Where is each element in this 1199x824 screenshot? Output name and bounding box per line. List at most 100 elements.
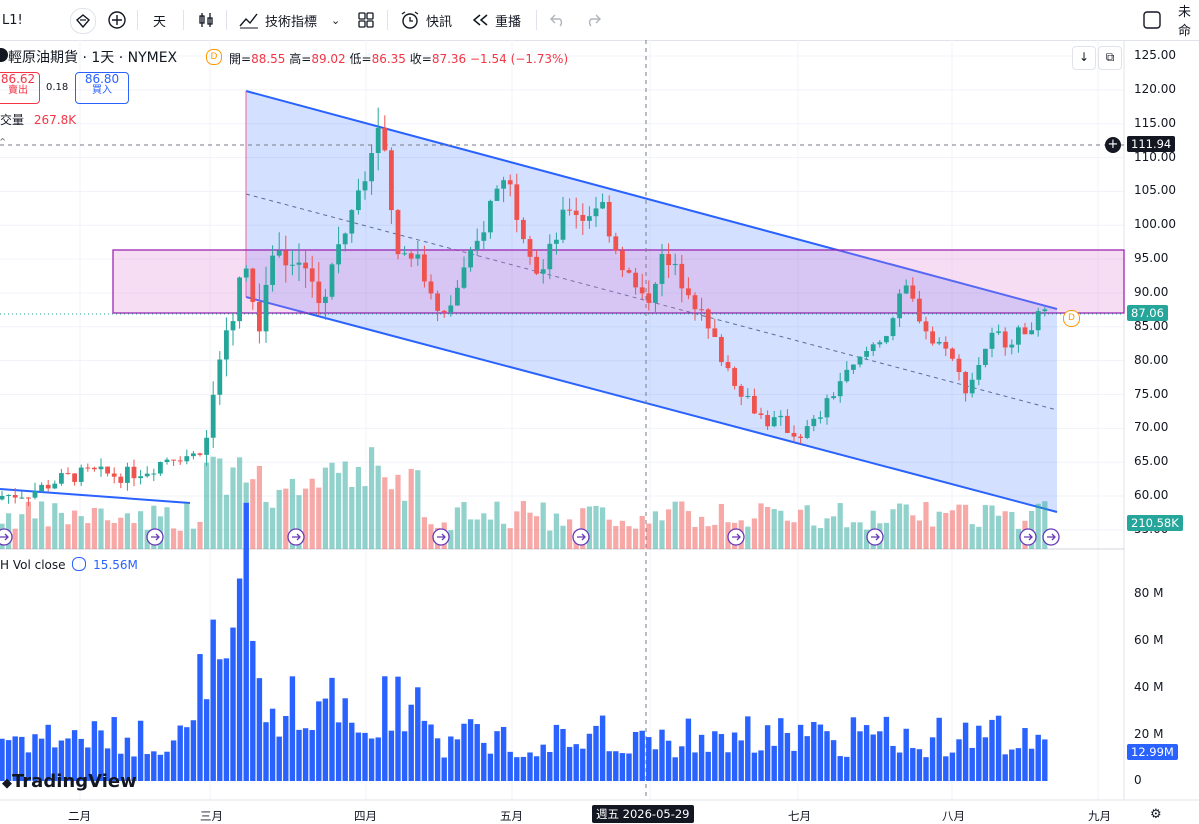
redo-button[interactable]	[585, 8, 601, 32]
open-label: 開=	[229, 52, 252, 66]
candle-body	[659, 254, 665, 284]
candle-body	[111, 473, 117, 477]
volume-bar	[844, 527, 850, 549]
volume-bar	[223, 494, 229, 549]
compare-button[interactable]	[107, 8, 127, 32]
dividend-marker[interactable]: D	[1063, 310, 1080, 327]
replay-label: 重播	[495, 14, 522, 30]
alert-label: 快訊	[426, 14, 453, 30]
chevron-down-icon: ⌄	[331, 13, 341, 27]
indicators-dropdown[interactable]: ⌄	[331, 8, 340, 32]
h-vol-bar	[157, 754, 164, 781]
candle-body	[270, 255, 275, 285]
volume-bar	[230, 467, 236, 549]
candle-body	[362, 181, 368, 191]
chart-grid	[0, 40, 1124, 800]
interval-button[interactable]: 天	[153, 8, 166, 32]
indicators-button[interactable]: 技術指標	[239, 8, 317, 32]
crosshair-date-tag: 週五 2026-05-29	[592, 805, 694, 823]
grid-icon	[358, 12, 374, 28]
h-vol-bar	[778, 718, 784, 781]
favorite-button[interactable]	[70, 8, 96, 34]
candle-body	[923, 321, 929, 332]
h-vol-bar	[0, 738, 5, 781]
h-vol-bar	[481, 742, 487, 781]
replay-button[interactable]: 重播	[471, 8, 521, 32]
candle-body	[356, 190, 361, 211]
candle-body	[725, 362, 731, 369]
candle-body	[45, 484, 51, 489]
channel-upper-line[interactable]	[245, 90, 1058, 310]
short-trendline[interactable]	[0, 488, 191, 504]
tradingview-logo[interactable]: ◆TradingView	[2, 771, 137, 792]
volume-bar	[25, 501, 31, 549]
candle-body	[316, 281, 322, 304]
undo-icon	[550, 14, 563, 27]
candle-body	[633, 272, 638, 288]
candle-body	[679, 263, 685, 289]
symbol-title[interactable]: 輕原油期貨 · 1天 · NYMEX	[8, 50, 178, 66]
volume-bar	[639, 515, 645, 549]
h-vol-bar	[758, 750, 764, 781]
candle-body	[705, 309, 711, 329]
layout-name[interactable]: 未命	[1178, 5, 1199, 39]
volume-bar	[468, 519, 474, 549]
low-value: 86.35	[371, 52, 406, 66]
candle-body	[184, 456, 190, 462]
candlestick-icon	[199, 13, 213, 27]
candle-body	[824, 398, 830, 418]
h-vol-bar	[448, 736, 454, 781]
symbol-search[interactable]: L1!	[2, 8, 23, 32]
candle-body	[224, 330, 229, 360]
scroll-down-button[interactable]: ↓	[1072, 46, 1096, 70]
h-vol-bar	[877, 731, 883, 781]
candle-body	[593, 208, 599, 217]
delayed-badge[interactable]: D	[206, 49, 222, 65]
change-value: −1.54 (−1.73%)	[470, 52, 569, 66]
arrow-right-icon	[732, 533, 741, 541]
volume-bar	[553, 513, 559, 549]
h-vol-bar	[929, 737, 936, 781]
h-vol-bar	[368, 738, 375, 781]
alert-button[interactable]: 快訊	[400, 8, 452, 32]
layout-checkbox[interactable]	[1143, 8, 1161, 32]
candle-body	[976, 365, 982, 380]
settings-icon[interactable]	[72, 557, 87, 571]
undo-button[interactable]	[550, 8, 566, 32]
sell-button[interactable]: 86.62 賣出	[0, 72, 40, 104]
indicator-name[interactable]: H Vol close	[0, 558, 66, 572]
candle-body	[349, 210, 355, 234]
h-vol-bar	[190, 720, 197, 781]
resistance-zone[interactable]	[112, 249, 1125, 314]
volume-bar	[131, 523, 137, 549]
layouts-button[interactable]	[357, 8, 375, 32]
candle-body	[778, 415, 784, 418]
plus-circle-icon	[108, 11, 126, 29]
buy-button[interactable]: 86.80 買入	[75, 72, 129, 104]
volume-bar	[52, 503, 58, 549]
candle-body	[105, 466, 110, 474]
h-vol-bar	[137, 720, 144, 781]
h-vol-bar	[250, 640, 256, 781]
volume-bar	[520, 501, 526, 549]
chart-type-button[interactable]	[197, 8, 215, 32]
tv-logo-icon: ◆	[2, 776, 12, 791]
gear-icon[interactable]: ⚙	[1150, 807, 1162, 822]
restore-button[interactable]: ⧉	[1098, 46, 1122, 70]
channel-lower-line[interactable]	[245, 296, 1058, 513]
candle-body	[65, 473, 71, 475]
h-vol-bar	[362, 732, 368, 781]
volume-bar	[85, 523, 91, 549]
sell-label: 賣出	[8, 85, 28, 96]
volume-bar	[454, 507, 460, 549]
h-vol-bar	[969, 747, 975, 781]
h-vol-bar	[738, 740, 744, 781]
h-vol-bar	[98, 730, 104, 781]
candle-body	[692, 295, 698, 310]
volume-bar	[751, 518, 757, 549]
volume-bar	[883, 522, 889, 549]
volume-bar	[1042, 501, 1048, 549]
add-alert-plus-icon[interactable]: +	[1105, 137, 1121, 153]
collapse-legend-icon[interactable]: ⌃	[0, 136, 8, 149]
